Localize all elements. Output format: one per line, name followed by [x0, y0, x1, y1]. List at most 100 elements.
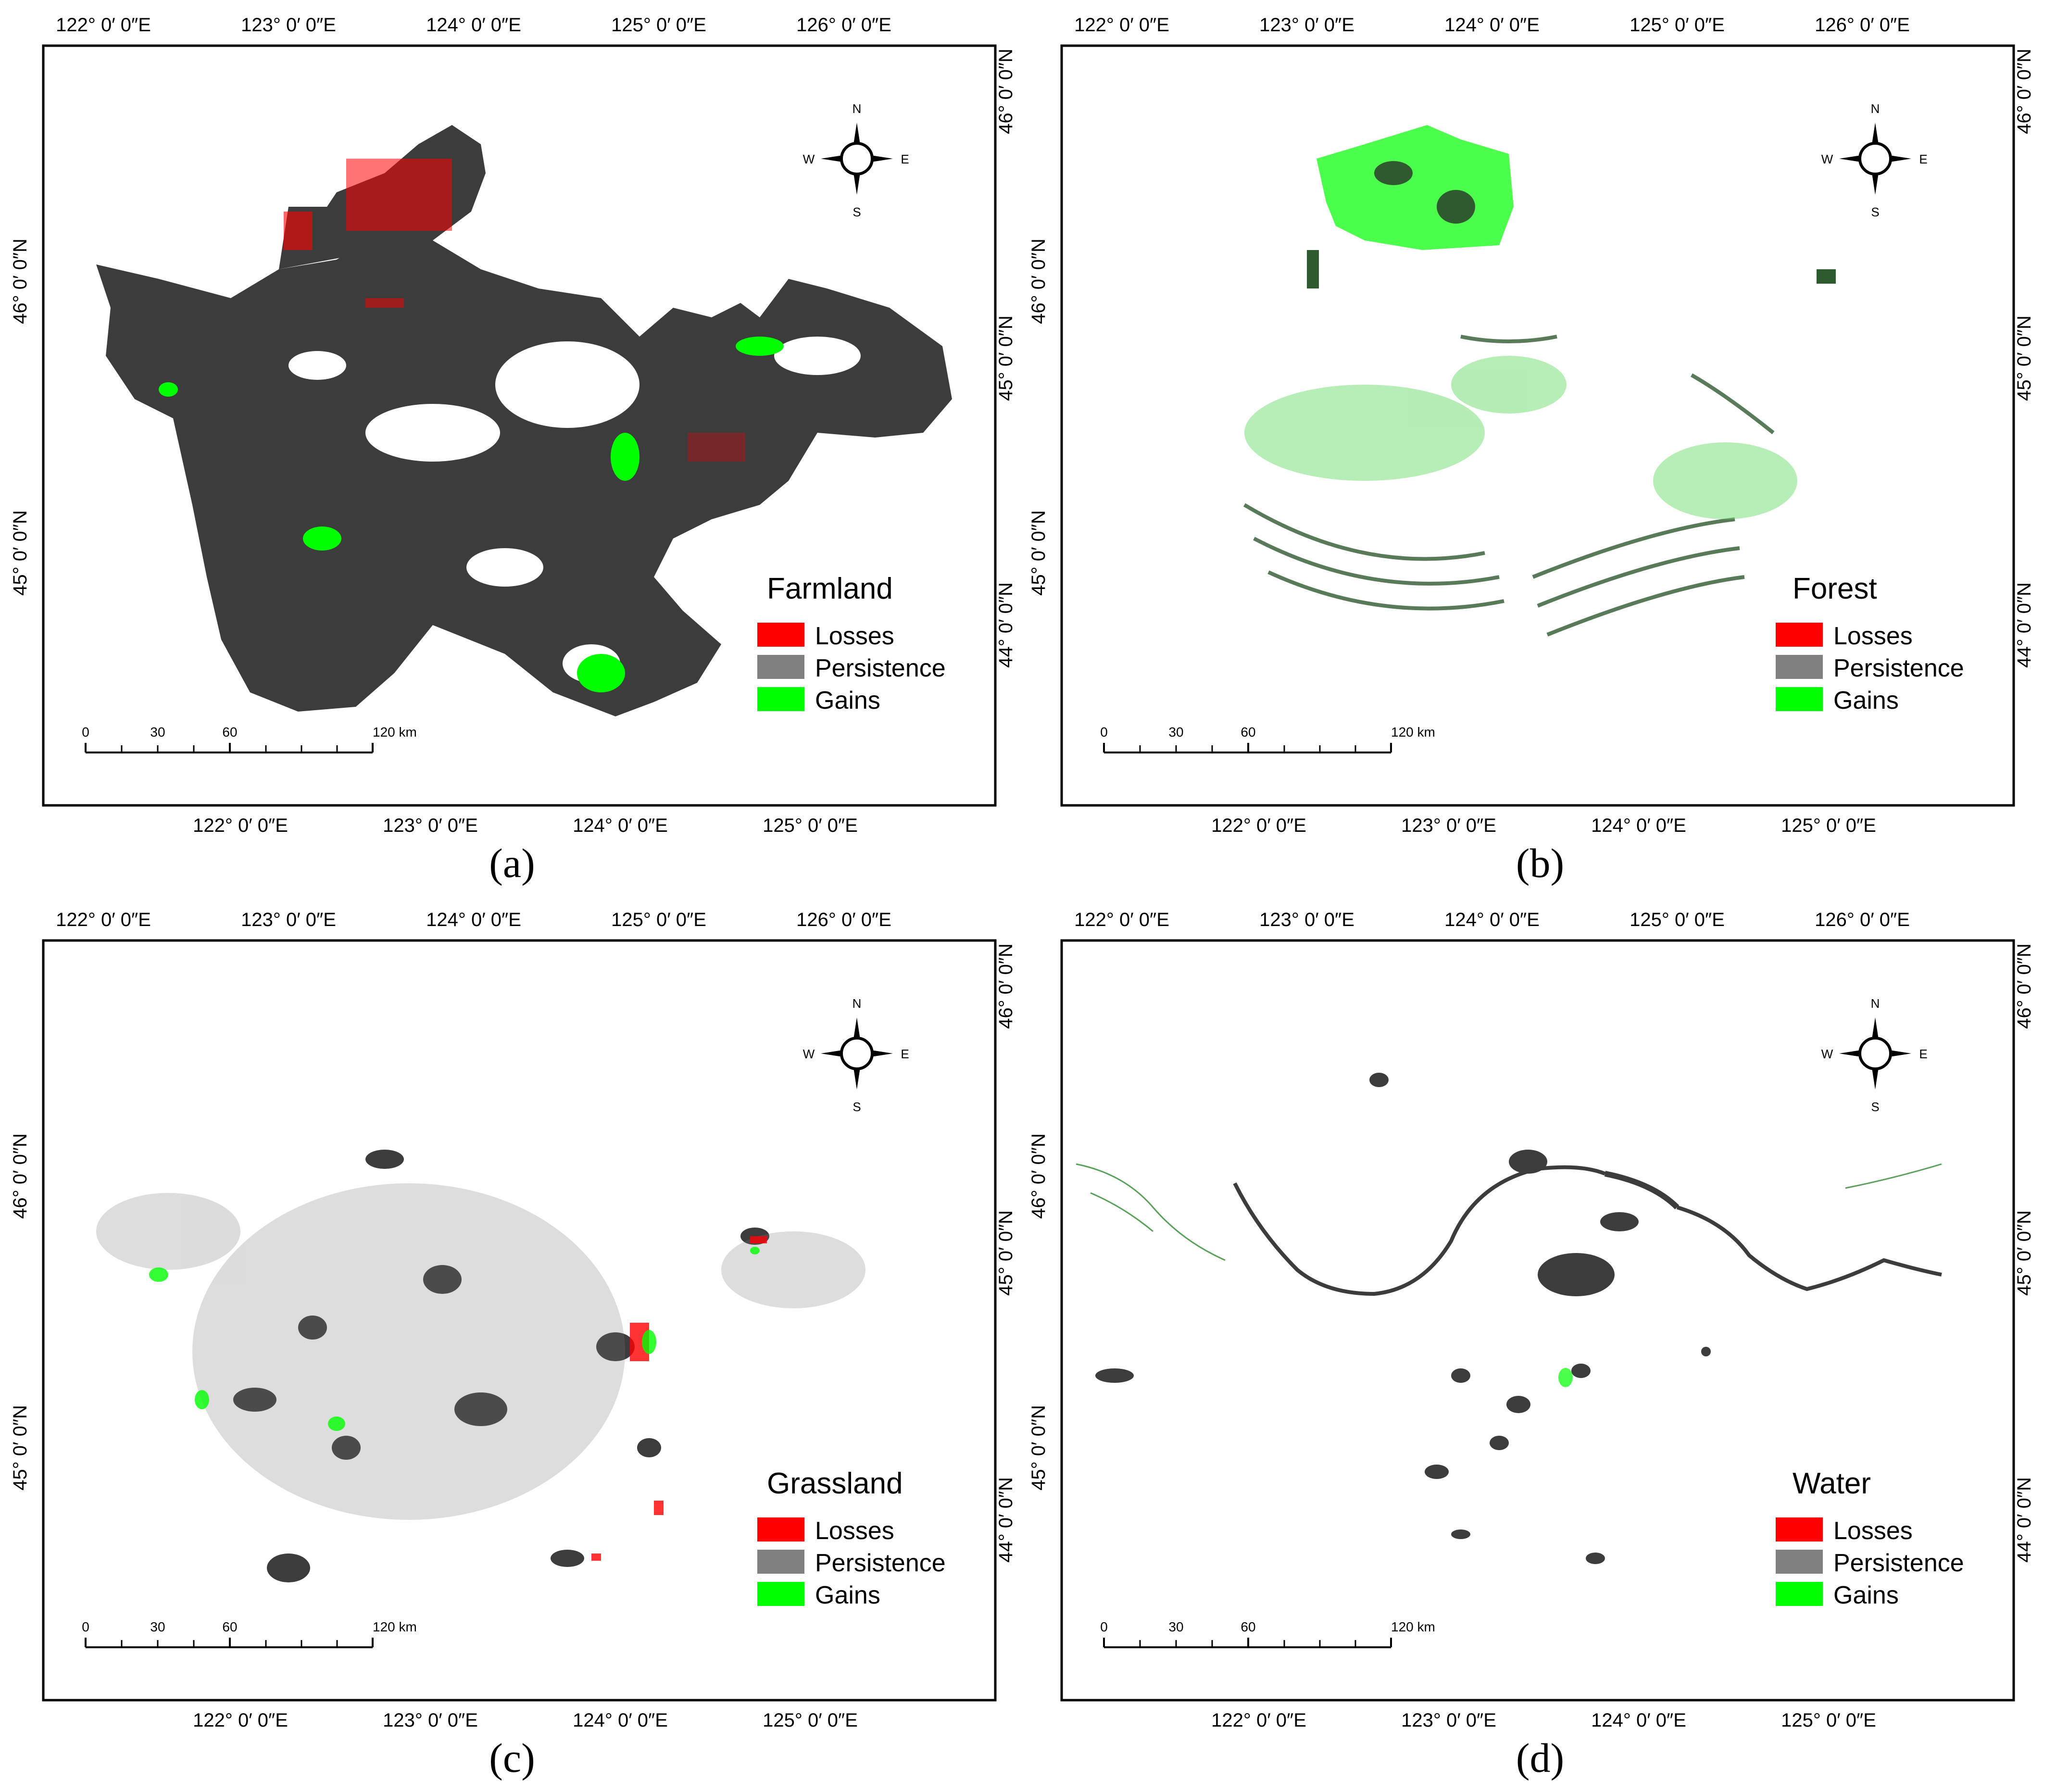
- legend-title: Farmland: [767, 572, 893, 605]
- water-rivers-green: [1076, 1163, 1942, 1261]
- left-lat-label: 46° 0′ 0″N: [1028, 238, 1049, 324]
- farmland-white-gaps: [288, 337, 861, 683]
- legend-label-gains: Gains: [1833, 1581, 1899, 1609]
- bottom-lon-label: 122° 0′ 0″E: [1211, 1710, 1306, 1731]
- grassland-gains: [149, 1247, 760, 1431]
- scale-tick-label: 60: [222, 725, 237, 739]
- map-grassland: 122° 0′ 0″E 123° 0′ 0″E 124° 0′ 0″E 125°…: [10, 909, 1016, 1731]
- forest-gains-north: [1316, 125, 1514, 250]
- bottom-lon-label: 123° 0′ 0″E: [1401, 815, 1496, 836]
- scale-tick-label: 0: [1100, 725, 1108, 739]
- scale-tick-label: 60: [1241, 1619, 1255, 1634]
- top-lon-label: 126° 0′ 0″E: [796, 909, 891, 930]
- compass-s: S: [1871, 205, 1879, 219]
- compass-e: E: [901, 1047, 909, 1061]
- legend-label-persistence: Persistence: [1833, 654, 1964, 682]
- legend-label-gains: Gains: [815, 687, 880, 714]
- top-lon-label: 122° 0′ 0″E: [56, 909, 151, 930]
- scale-tick-label: 120 km: [373, 725, 417, 739]
- legend-label-persistence: Persistence: [815, 1549, 946, 1577]
- grassland-losses: [591, 1236, 767, 1561]
- bottom-lon-label: 123° 0′ 0″E: [383, 815, 478, 836]
- forest-scattered-patches: [1243, 335, 1775, 637]
- map-frame: [1060, 939, 2015, 1702]
- compass-n: N: [1871, 101, 1880, 116]
- legend-swatch-losses: [1776, 1517, 1823, 1541]
- top-lon-label: 126° 0′ 0″E: [1815, 909, 1910, 930]
- legend-swatch-losses: [757, 623, 804, 647]
- legend-label-losses: Losses: [815, 622, 894, 650]
- panel-b: 122° 0′ 0″E 123° 0′ 0″E 124° 0′ 0″E 125°…: [1028, 0, 2056, 895]
- water-gains: [1558, 1368, 1573, 1387]
- scale-tick-label: 120 km: [1391, 725, 1435, 739]
- top-lon-label: 123° 0′ 0″E: [241, 14, 336, 36]
- left-lat-label: 45° 0′ 0″N: [1028, 510, 1049, 596]
- compass-e: E: [901, 152, 909, 166]
- bottom-lon-label: 122° 0′ 0″E: [1211, 815, 1306, 836]
- bottom-lon-label: 125° 0′ 0″E: [1781, 1710, 1876, 1731]
- top-lon-label: 122° 0′ 0″E: [56, 14, 151, 36]
- legend-label-losses: Losses: [1833, 1517, 1913, 1545]
- scale-bar: 0 30 60 120 km: [1100, 725, 1435, 753]
- compass-rose: N S E W: [803, 996, 909, 1114]
- map-frame: [1060, 44, 2015, 807]
- bottom-lon-label: 124° 0′ 0″E: [1591, 815, 1686, 836]
- compass-rose: N S E W: [1821, 996, 1928, 1114]
- bottom-lon-label: 125° 0′ 0″E: [763, 815, 858, 836]
- right-lat-label: 44° 0′ 0″N: [2014, 1477, 2035, 1563]
- compass-n: N: [852, 996, 862, 1011]
- compass-s: S: [1871, 1100, 1879, 1114]
- water-lakes: [1095, 1073, 1711, 1564]
- top-lon-label: 125° 0′ 0″E: [1630, 14, 1725, 36]
- scale-tick-label: 0: [1100, 1619, 1108, 1634]
- panel-label: (b): [1516, 840, 1565, 886]
- legend-swatch-persistence: [757, 1550, 804, 1574]
- right-lat-label: 45° 0′ 0″N: [995, 1210, 1016, 1296]
- legend-swatch-persistence: [1776, 1550, 1823, 1574]
- compass-w: W: [1821, 1047, 1833, 1061]
- legend-title: Forest: [1793, 572, 1877, 605]
- top-lon-label: 122° 0′ 0″E: [1074, 909, 1169, 930]
- compass-e: E: [1919, 1047, 1927, 1061]
- forest-persistence-north: [1307, 161, 1836, 288]
- farmland-gains: [159, 337, 784, 692]
- right-lat-label: 46° 0′ 0″N: [2014, 49, 2035, 134]
- legend-label-persistence: Persistence: [815, 654, 946, 682]
- top-lon-label: 124° 0′ 0″E: [426, 14, 521, 36]
- top-lon-label: 126° 0′ 0″E: [1815, 14, 1910, 36]
- legend-swatch-persistence: [1776, 655, 1823, 679]
- left-lat-label: 46° 0′ 0″N: [10, 1133, 31, 1219]
- legend-title: Water: [1793, 1467, 1871, 1500]
- right-lat-label: 44° 0′ 0″N: [2014, 582, 2035, 668]
- legend-label-losses: Losses: [1833, 622, 1913, 650]
- scale-bar: 0 30 60 120 km: [1100, 1619, 1435, 1648]
- compass-w: W: [803, 1047, 815, 1061]
- panel-label: (c): [489, 1735, 535, 1781]
- scale-tick-label: 0: [82, 1619, 89, 1634]
- legend-label-gains: Gains: [815, 1581, 880, 1609]
- right-lat-label: 45° 0′ 0″N: [2014, 315, 2035, 401]
- scale-tick-label: 60: [222, 1619, 237, 1634]
- grassland-persistence-patches: [233, 1150, 769, 1582]
- legend-label-persistence: Persistence: [1833, 1549, 1964, 1577]
- top-lon-label: 124° 0′ 0″E: [1444, 909, 1540, 930]
- panel-c: 122° 0′ 0″E 123° 0′ 0″E 124° 0′ 0″E 125°…: [0, 895, 1028, 1790]
- compass-w: W: [1821, 152, 1833, 166]
- left-lat-label: 45° 0′ 0″N: [1028, 1405, 1049, 1491]
- bottom-lon-label: 124° 0′ 0″E: [573, 1710, 668, 1731]
- scale-tick-label: 30: [1168, 725, 1183, 739]
- bottom-lon-label: 125° 0′ 0″E: [763, 1710, 858, 1731]
- top-lon-label: 125° 0′ 0″E: [1630, 909, 1725, 930]
- right-lat-label: 46° 0′ 0″N: [995, 943, 1016, 1029]
- map-frame: [42, 44, 997, 807]
- scale-tick-label: 60: [1241, 725, 1255, 739]
- legend-swatch-gains: [757, 1582, 804, 1606]
- bottom-lon-label: 124° 0′ 0″E: [1591, 1710, 1686, 1731]
- top-lon-label: 123° 0′ 0″E: [1259, 14, 1354, 36]
- compass-s: S: [852, 205, 861, 219]
- map-forest: 122° 0′ 0″E 123° 0′ 0″E 124° 0′ 0″E 125°…: [1028, 14, 2035, 836]
- scale-tick-label: 120 km: [1391, 1619, 1435, 1634]
- right-lat-label: 46° 0′ 0″N: [2014, 943, 2035, 1029]
- compass-n: N: [1871, 996, 1880, 1011]
- top-lon-label: 124° 0′ 0″E: [426, 909, 521, 930]
